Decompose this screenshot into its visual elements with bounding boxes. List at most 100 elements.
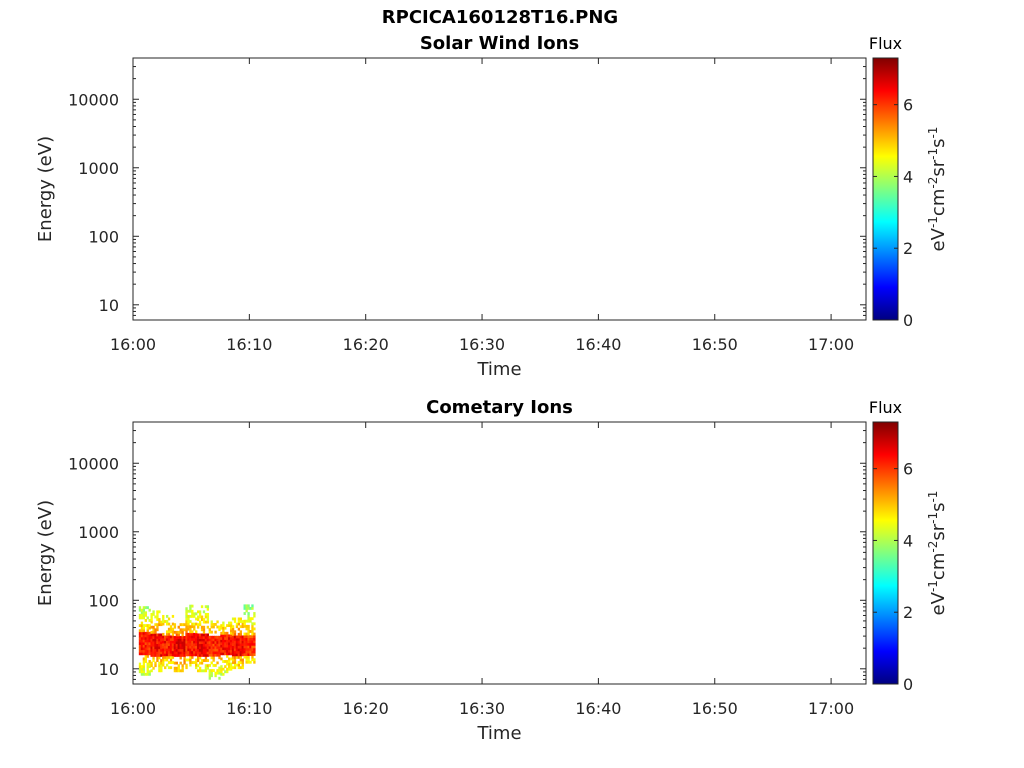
heatmap-cell: [239, 666, 242, 670]
heatmap-cell: [162, 645, 165, 649]
heatmap-cell: [165, 635, 169, 639]
heatmap-cell: [210, 671, 213, 675]
heatmap-cell: [167, 643, 171, 647]
heatmap-cell: [249, 630, 252, 633]
heatmap-cell: [191, 635, 194, 639]
heatmap-cell: [191, 645, 194, 649]
heatmap-cell: [235, 643, 239, 647]
heatmap-cell: [154, 651, 157, 655]
heatmap-cell: [162, 648, 165, 652]
heatmap-cell: [195, 612, 198, 616]
heatmap-cell: [243, 619, 246, 623]
heatmap-cell: [245, 606, 248, 610]
heatmap-cell: [160, 641, 163, 645]
heatmap-cell: [229, 624, 233, 628]
heatmap-cell: [231, 630, 235, 634]
heatmap-cell: [210, 646, 213, 649]
heatmap-cell: [253, 647, 256, 651]
heatmap-cell: [224, 652, 227, 656]
heatmap-cell: [171, 655, 175, 659]
heatmap-cell: [208, 628, 211, 631]
heatmap-cell: [171, 614, 175, 618]
heatmap-cell: [224, 636, 227, 640]
heatmap-cell: [144, 613, 147, 617]
heatmap-cell: [169, 655, 173, 659]
heatmap-cell: [245, 645, 248, 649]
heatmap-cell: [140, 634, 144, 638]
heatmap-cell: [156, 659, 159, 662]
colorbar-title: Flux: [869, 398, 902, 417]
heatmap-cell: [177, 653, 180, 657]
heatmap-cell: [140, 672, 144, 676]
heatmap-cell: [226, 652, 229, 656]
heatmap-cell: [169, 653, 173, 657]
heatmap-cell: [142, 613, 146, 617]
heatmap-cell: [181, 648, 184, 652]
heatmap-cell: [162, 635, 165, 639]
heatmap-cell: [247, 617, 250, 621]
heatmap-cell: [193, 643, 196, 647]
heatmap-cell: [243, 645, 246, 649]
heatmap-cell: [200, 636, 204, 639]
heatmap-cell: [247, 604, 250, 608]
heatmap-cell: [233, 640, 237, 644]
heatmap-cell: [142, 634, 146, 638]
heatmap-cell: [204, 605, 208, 609]
heatmap-cell: [212, 638, 215, 642]
heatmap-cell: [146, 644, 149, 648]
heatmap-cell: [193, 635, 196, 639]
heatmap-cell: [202, 643, 206, 647]
heatmap-cell: [196, 610, 200, 614]
heatmap-cell: [229, 629, 233, 633]
heatmap-cell: [243, 653, 246, 656]
heatmap-cell: [162, 638, 165, 641]
heatmap-cell: [206, 666, 210, 670]
heatmap-cell: [208, 664, 211, 667]
heatmap-cell: [253, 658, 256, 662]
x-tick-label: 16:30: [459, 699, 505, 718]
heatmap-cell: [185, 609, 188, 613]
y-tick-label: 1000: [78, 523, 119, 542]
heatmap-cell: [212, 643, 215, 647]
heatmap-cell: [146, 639, 149, 643]
heatmap-cell: [226, 636, 229, 640]
heatmap-cell: [198, 648, 202, 652]
heatmap-cell: [150, 646, 153, 650]
heatmap-cell: [220, 624, 223, 628]
colorbar-unit-part: -1: [926, 148, 940, 160]
heatmap-cell: [191, 612, 194, 616]
heatmap-cell: [156, 623, 159, 627]
heatmap-cell: [229, 657, 233, 661]
heatmap-cell: [196, 669, 200, 673]
heatmap-cell: [218, 669, 221, 673]
heatmap-cell: [241, 653, 244, 657]
heatmap-cell: [169, 648, 173, 652]
heatmap-cell: [189, 640, 192, 644]
heatmap-cell: [160, 633, 163, 637]
heatmap-cell: [202, 651, 206, 655]
heatmap-cell: [231, 617, 235, 621]
heatmap-cell: [164, 645, 167, 649]
heatmap-cell: [198, 623, 202, 627]
heatmap-cell: [198, 633, 202, 637]
heatmap-cell: [185, 653, 188, 657]
heatmap-cell: [179, 636, 182, 639]
heatmap-cell: [193, 648, 196, 652]
heatmap-cell: [156, 656, 159, 660]
heatmap-cell: [144, 644, 147, 648]
heatmap-cell: [241, 622, 244, 626]
heatmap-cell: [164, 655, 167, 659]
heatmap-cell: [196, 623, 200, 627]
heatmap-cell: [220, 634, 223, 638]
heatmap-cell: [206, 651, 210, 655]
heatmap-cell: [191, 653, 194, 657]
heatmap-cell: [189, 630, 192, 634]
heatmap-cell: [173, 630, 177, 634]
heatmap-cell: [247, 627, 250, 631]
heatmap-cell: [231, 666, 235, 670]
heatmap-cell: [243, 642, 246, 646]
heatmap-cell: [177, 630, 180, 634]
heatmap-cell: [156, 633, 159, 637]
heatmap-cell: [167, 648, 171, 652]
heatmap-cell: [154, 653, 157, 657]
